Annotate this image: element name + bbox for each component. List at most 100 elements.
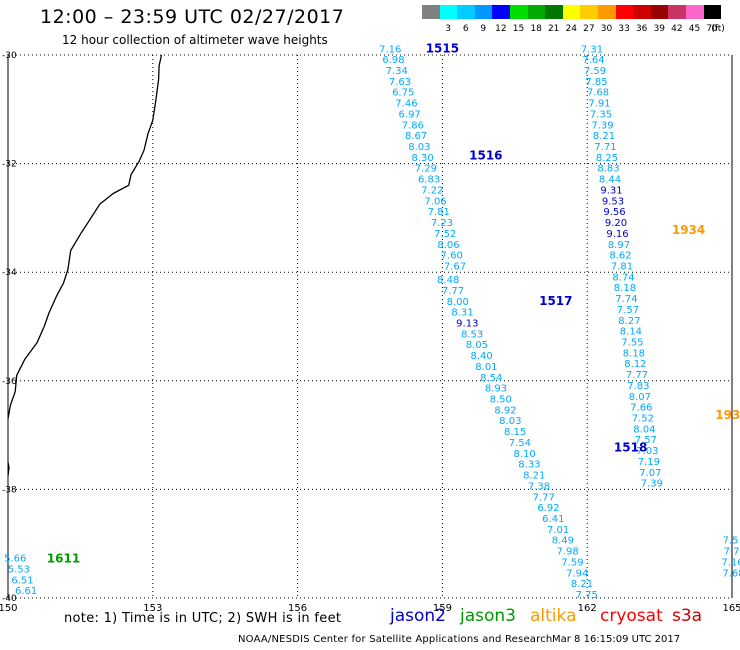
lon-tick-label: 162: [578, 603, 597, 614]
scale-swatch: [562, 5, 581, 19]
swh-value-label: 7.57: [617, 305, 639, 316]
swh-value-label: 8.14: [620, 327, 642, 338]
swh-value-label: 8.21: [593, 131, 615, 142]
swh-value-label: 7.57: [635, 435, 657, 446]
swh-value-label: 7.06: [424, 196, 446, 207]
swh-value-label: 9.31: [600, 185, 622, 196]
swh-value-label: 7.77: [442, 286, 464, 297]
swh-value-label: 7.55: [621, 338, 643, 349]
swh-value-label: 7.16: [379, 44, 401, 55]
swh-value-label: 7.91: [588, 99, 610, 110]
swh-value-label: 8.18: [614, 283, 636, 294]
scale-label: 70: [706, 24, 718, 34]
swh-value-label: 7.39: [641, 479, 663, 490]
swh-value-label: 7.64: [582, 55, 604, 66]
lat-tick-label: -34: [2, 268, 17, 278]
legend-cryosat: cryosat: [600, 606, 663, 626]
scale-label: 42: [671, 24, 683, 34]
scale-swatch: [686, 5, 704, 19]
scale-swatch: [510, 5, 528, 19]
pass-id-label: 1611: [47, 552, 80, 566]
scale-unit: (ft): [711, 24, 725, 34]
swh-value-label: 8.49: [552, 536, 574, 547]
swh-value-label: 7.63: [389, 77, 411, 88]
swh-value-label: 7.94: [566, 568, 588, 579]
swh-value-label: 6.41: [542, 514, 564, 525]
lat-tick-label: -32: [2, 160, 17, 170]
swh-value-label: 8.05: [466, 340, 488, 351]
swh-value-label: 7.68: [722, 568, 740, 579]
swh-value-label: 7.59: [584, 66, 606, 77]
legend-jason3: jason3: [460, 606, 516, 626]
pass-id-label: 1515: [426, 41, 459, 55]
swh-value-label: 8.06: [437, 240, 459, 251]
pass-id-label: 1516: [469, 148, 502, 162]
coastline-segment: [7, 462, 10, 476]
swh-value-label: 7.75: [576, 590, 598, 601]
swh-value-label: 8.21: [523, 471, 545, 482]
swh-value-label: 8.30: [411, 153, 433, 164]
swh-value-label: 6.51: [11, 575, 33, 586]
swh-value-label: 7.66: [630, 403, 652, 414]
swh-value-label: 8.15: [504, 427, 526, 438]
swh-value-label: 8.00: [447, 297, 469, 308]
lon-tick-label: 156: [288, 603, 307, 614]
scale-swatch: [492, 5, 510, 19]
swh-value-label: 9.16: [606, 229, 628, 240]
scale-label: 39: [653, 24, 666, 34]
swh-value-label: 7.7: [724, 547, 740, 558]
swh-value-label: 6.92: [537, 503, 559, 514]
scale-swatch: [615, 5, 634, 19]
footer-timestamp: Mar 8 16:15:09 UTC 2017: [552, 634, 681, 645]
swh-value-label: 8.21: [571, 579, 593, 590]
swh-value-label: 8.62: [609, 251, 631, 262]
swh-value-label: 7.31: [581, 44, 603, 55]
swh-value-label: 8.48: [437, 275, 459, 286]
scale-label: 27: [583, 24, 595, 34]
swh-value-label: 8.33: [518, 460, 540, 471]
swh-value-label: 8.74: [612, 272, 634, 283]
swh-value-label: 7.46: [395, 99, 417, 110]
scale-label: 24: [565, 24, 578, 34]
scale-label: 33: [618, 24, 630, 34]
legend-s3a: s3a: [672, 606, 703, 626]
swh-value-label: 7.77: [533, 492, 555, 503]
scale-swatch: [633, 5, 651, 19]
scale-label: 21: [547, 24, 560, 34]
swh-value-label: 6.75: [392, 88, 414, 99]
scale-swatch: [580, 5, 598, 19]
scale-swatch: [474, 5, 493, 19]
map-title: 12:00 – 23:59 UTC 02/27/2017: [40, 6, 345, 28]
scale-swatch: [703, 5, 722, 19]
scale-label: 15: [512, 24, 525, 34]
swh-value-label: 7.85: [585, 77, 607, 88]
scale-swatch: [422, 5, 440, 19]
swh-value-label: 7.86: [402, 120, 424, 131]
swh-value-label: 7.39: [591, 120, 613, 131]
swh-value-label: 7.54: [509, 438, 531, 449]
scale-swatch: [668, 5, 686, 19]
swh-value-label: 8.93: [485, 384, 507, 395]
swh-value-label: 8.54: [480, 373, 502, 384]
pass-id-label: 1518: [614, 440, 647, 454]
legend-jason2: jason2: [390, 606, 446, 626]
swh-value-label: 8.12: [624, 359, 646, 370]
scale-swatch: [527, 5, 546, 19]
swh-value-label: 7.77: [626, 370, 648, 381]
lon-tick-label: 150: [0, 603, 18, 614]
swh-value-label: 8.92: [494, 405, 516, 416]
swh-value-label: 7.83: [627, 381, 649, 392]
swh-value-label: 7.34: [386, 66, 408, 77]
swh-value-label: 6.83: [418, 175, 440, 186]
swh-value-label: 7.07: [639, 468, 661, 479]
scale-swatch: [650, 5, 669, 19]
pass-id-label: 1517: [539, 294, 572, 308]
swh-value-label: 6.61: [15, 586, 37, 597]
swh-value-label: 9.53: [602, 196, 624, 207]
lat-tick-label: -30: [2, 51, 17, 61]
swh-value-label: 7.81: [611, 261, 633, 272]
swh-value-label: 7.38: [528, 481, 550, 492]
swh-value-label: 8.53: [461, 329, 483, 340]
swh-value-label: 8.03: [499, 416, 521, 427]
